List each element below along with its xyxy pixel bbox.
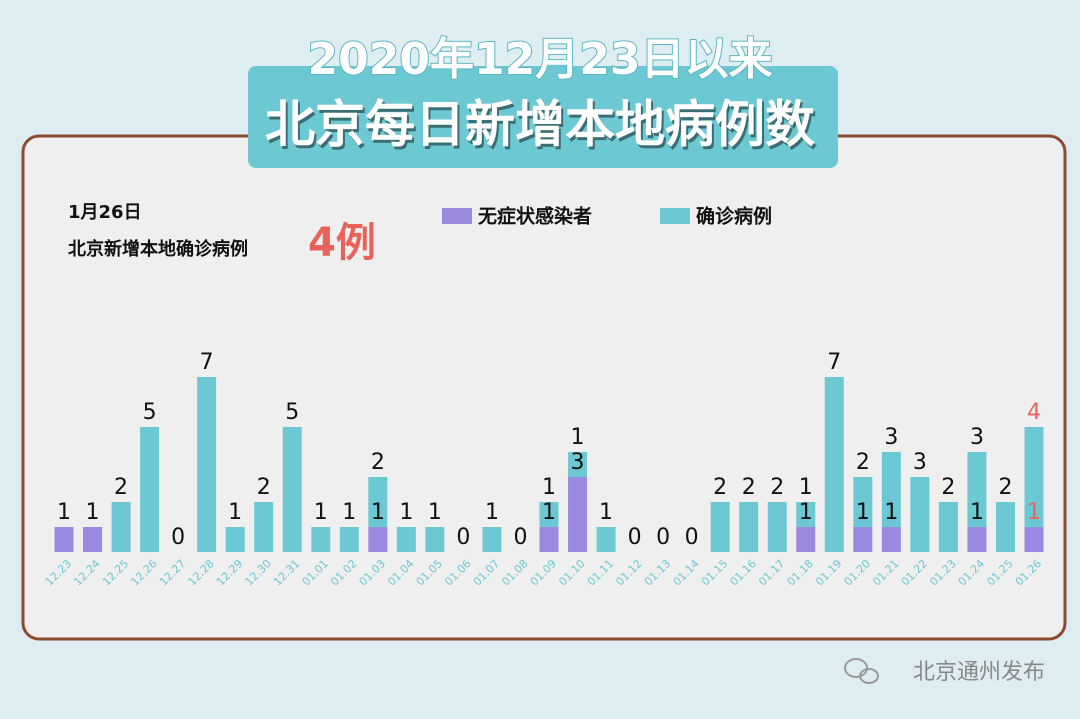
annotation-date: 1月26日 bbox=[68, 202, 142, 223]
value-label: 2 bbox=[713, 475, 727, 500]
chart-subtitle: 北京每日新增本地病例数 bbox=[265, 96, 815, 154]
chart-title: 2020年12月23日以来 bbox=[308, 34, 773, 85]
bar bbox=[568, 452, 588, 477]
value-label: 2 bbox=[742, 475, 756, 500]
value-label: 1 bbox=[856, 500, 870, 525]
bar bbox=[853, 477, 873, 527]
value-label: 1 bbox=[799, 500, 813, 525]
bar bbox=[539, 527, 559, 552]
bar bbox=[796, 527, 816, 552]
value-label: 2 bbox=[770, 475, 784, 500]
value-label: 5 bbox=[285, 400, 299, 425]
value-label: 1 bbox=[342, 500, 356, 525]
title-box bbox=[248, 66, 838, 168]
bar bbox=[1024, 527, 1044, 552]
legend-swatch bbox=[442, 208, 472, 224]
value-label: 3 bbox=[571, 450, 585, 475]
bar bbox=[225, 527, 245, 552]
value-label: 2 bbox=[371, 450, 385, 475]
value-label: 1 bbox=[599, 500, 613, 525]
bar bbox=[425, 527, 445, 552]
bar bbox=[482, 527, 502, 552]
bar bbox=[339, 527, 359, 552]
value-label: 1 bbox=[799, 475, 813, 500]
bar bbox=[739, 502, 759, 552]
value-label: 1 bbox=[228, 500, 242, 525]
value-label: 3 bbox=[884, 425, 898, 450]
value-label: 1 bbox=[542, 475, 556, 500]
source: 北京通州发布 bbox=[913, 660, 1045, 685]
value-label: 1 bbox=[542, 500, 556, 525]
value-label: 3 bbox=[913, 450, 927, 475]
bar bbox=[824, 377, 844, 552]
value-label: 1 bbox=[428, 500, 442, 525]
bar bbox=[881, 452, 901, 527]
bar bbox=[796, 502, 816, 527]
value-label: 3 bbox=[970, 425, 984, 450]
bar bbox=[1024, 427, 1044, 527]
value-label: 5 bbox=[143, 400, 157, 425]
value-label: 1 bbox=[485, 500, 499, 525]
value-label: 0 bbox=[171, 525, 185, 550]
bar bbox=[396, 527, 416, 552]
value-label: 1 bbox=[57, 500, 71, 525]
bar bbox=[83, 527, 103, 552]
annotation-highlight: 4例 bbox=[308, 220, 376, 266]
value-label: 1 bbox=[571, 425, 585, 450]
bar bbox=[967, 527, 987, 552]
value-label: 0 bbox=[513, 525, 527, 550]
value-label: 2 bbox=[941, 475, 955, 500]
value-label: 7 bbox=[827, 350, 841, 375]
value-label: 0 bbox=[685, 525, 699, 550]
legend-swatch bbox=[660, 208, 690, 224]
legend-label: 确诊病例 bbox=[696, 205, 772, 228]
bar bbox=[853, 527, 873, 552]
value-label: 0 bbox=[656, 525, 670, 550]
value-label: 1 bbox=[884, 500, 898, 525]
legend-label: 无症状感染者 bbox=[478, 205, 592, 228]
bar bbox=[282, 427, 302, 552]
value-label: 1 bbox=[86, 500, 100, 525]
value-label: 7 bbox=[200, 350, 214, 375]
bar bbox=[311, 527, 331, 552]
bar bbox=[368, 527, 388, 552]
subtitle-shadow: 北京每日新增本地病例数 bbox=[267, 99, 817, 157]
value-label: 1 bbox=[371, 500, 385, 525]
value-label: 2 bbox=[257, 475, 271, 500]
value-label: 2 bbox=[114, 475, 128, 500]
value-label: 1 bbox=[399, 500, 413, 525]
value-label: 0 bbox=[456, 525, 470, 550]
bar bbox=[111, 502, 131, 552]
value-label: 1 bbox=[314, 500, 328, 525]
bar bbox=[54, 527, 74, 552]
bar bbox=[254, 502, 274, 552]
value-label: 2 bbox=[856, 450, 870, 475]
bar bbox=[967, 452, 987, 527]
bar bbox=[197, 377, 217, 552]
bar bbox=[568, 477, 588, 552]
value-label: 0 bbox=[628, 525, 642, 550]
value-label: 1 bbox=[1027, 500, 1041, 525]
bar bbox=[539, 502, 559, 527]
bar bbox=[910, 477, 930, 552]
bar bbox=[596, 527, 616, 552]
bar bbox=[881, 527, 901, 552]
bar bbox=[710, 502, 730, 552]
bar bbox=[938, 502, 958, 552]
annotation-text: 北京新增本地确诊病例 bbox=[68, 238, 248, 260]
bar bbox=[368, 477, 388, 527]
value-label: 4 bbox=[1027, 400, 1041, 425]
bar bbox=[140, 427, 160, 552]
value-label: 1 bbox=[970, 500, 984, 525]
bar bbox=[995, 502, 1015, 552]
watermark-icon bbox=[844, 658, 879, 684]
bar bbox=[767, 502, 787, 552]
value-label: 2 bbox=[998, 475, 1012, 500]
